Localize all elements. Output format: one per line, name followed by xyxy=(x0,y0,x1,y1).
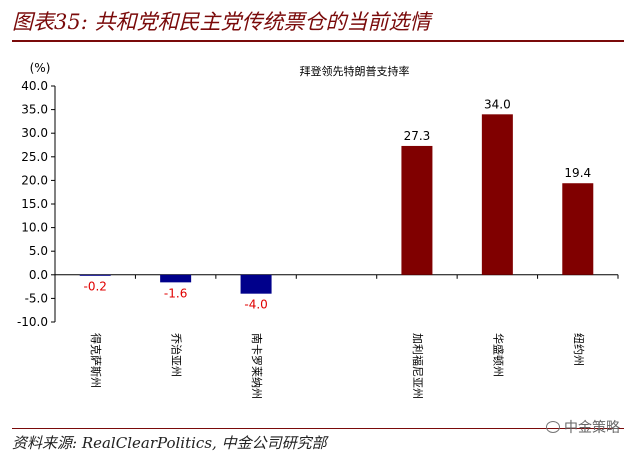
data-label: -1.6 xyxy=(164,286,187,300)
y-axis-unit: (%) xyxy=(30,61,51,75)
y-tick-label: 40.0 xyxy=(21,79,48,93)
category-label: 得克萨斯州 xyxy=(89,333,102,388)
y-tick-label: -10.0 xyxy=(17,315,48,329)
y-tick-label: 35.0 xyxy=(21,103,48,117)
y-tick-label: 30.0 xyxy=(21,126,48,140)
bar xyxy=(240,274,272,294)
bar xyxy=(481,114,513,275)
data-label: 34.0 xyxy=(484,97,511,111)
data-label: 27.3 xyxy=(404,129,431,143)
title-divider xyxy=(12,40,624,42)
y-tick-label: 20.0 xyxy=(21,173,48,187)
y-tick-label: 5.0 xyxy=(29,244,48,258)
source-note: 资料来源: RealClearPolitics, 中金公司研究部 xyxy=(12,434,327,452)
y-tick-label: 15.0 xyxy=(21,197,48,211)
y-tick-label: -5.0 xyxy=(25,291,48,305)
category-label: 南卡罗莱纳州 xyxy=(250,333,263,399)
bar xyxy=(562,183,594,275)
bar xyxy=(401,145,433,275)
category-label: 华盛顿州 xyxy=(491,333,505,377)
bar xyxy=(79,274,111,276)
wechat-icon xyxy=(546,421,560,433)
data-label: -4.0 xyxy=(244,298,267,312)
bar xyxy=(160,274,192,283)
y-tick-label: 10.0 xyxy=(21,221,48,235)
y-tick-label: 0.0 xyxy=(29,268,48,282)
watermark: 中金策略 xyxy=(546,417,620,437)
category-label: 纽约州 xyxy=(572,333,586,366)
watermark-text: 中金策略 xyxy=(564,420,620,436)
y-tick-label: 25.0 xyxy=(21,150,48,164)
category-label: 乔治亚州 xyxy=(170,333,184,377)
data-label: 19.4 xyxy=(564,166,591,180)
category-label: 加利福尼亚州 xyxy=(411,333,425,399)
chart-title: 拜登领先特朗普支持率 xyxy=(300,64,410,78)
page-title: 图表35: 共和党和民主党传统票仓的当前选情 xyxy=(12,10,431,34)
data-label: -0.2 xyxy=(84,280,107,294)
footer-divider xyxy=(12,428,624,429)
